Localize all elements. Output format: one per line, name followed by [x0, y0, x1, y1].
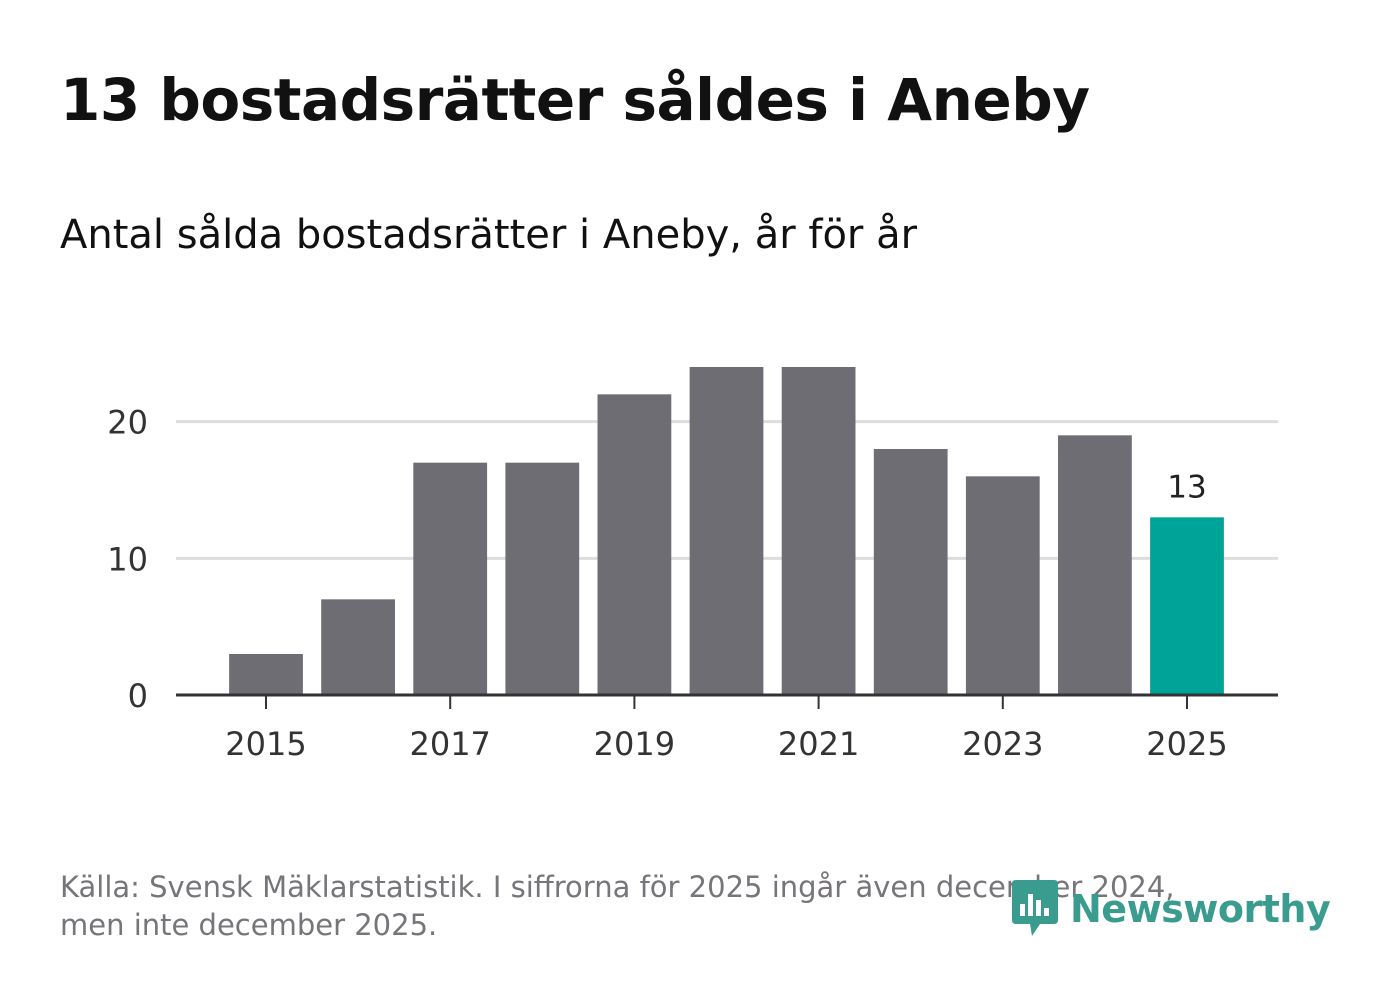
bar-2015 — [229, 654, 303, 695]
newsworthy-logo-icon — [1012, 880, 1058, 936]
bars — [229, 367, 1224, 695]
bar-2020 — [689, 367, 764, 695]
x-tick-label-2019: 2019 — [594, 725, 675, 763]
bar-2017 — [413, 462, 488, 695]
x-tick-label-2025: 2025 — [1146, 725, 1227, 763]
bar-2024 — [1058, 435, 1132, 695]
source-line-2: men inte december 2025. — [60, 908, 438, 942]
bar-2019 — [597, 394, 672, 695]
newsworthy-logo-text: Newsworthy — [1070, 887, 1331, 931]
x-tick-label-2015: 2015 — [225, 725, 306, 763]
x-tick-label-2021: 2021 — [778, 725, 859, 763]
data-label-2025: 13 — [1167, 469, 1206, 505]
y-tick-label-0: 0 — [128, 677, 148, 715]
newsworthy-logo: Newsworthy — [1010, 878, 1331, 940]
bar-2016 — [321, 599, 395, 695]
chart-title: 13 bostadsrätter såldes i Aneby — [60, 66, 1090, 134]
bar-2021 — [781, 367, 856, 695]
source-note: Källa: Svensk Mäklarstatistik. I siffror… — [60, 868, 1260, 944]
y-tick-label-20: 20 — [107, 404, 148, 442]
bar-2022 — [873, 449, 948, 695]
y-tick-label-10: 10 — [107, 540, 148, 578]
x-tick-label-2023: 2023 — [962, 725, 1043, 763]
bar-2025 — [1150, 517, 1224, 695]
bar-2023 — [965, 476, 1040, 695]
bar-2018 — [505, 462, 580, 695]
axes — [176, 693, 1278, 709]
source-line-1: Källa: Svensk Mäklarstatistik. I siffror… — [60, 870, 1175, 904]
chart-subtitle: Antal sålda bostadsrätter i Aneby, år fö… — [60, 212, 918, 258]
x-tick-label-2017: 2017 — [409, 725, 490, 763]
